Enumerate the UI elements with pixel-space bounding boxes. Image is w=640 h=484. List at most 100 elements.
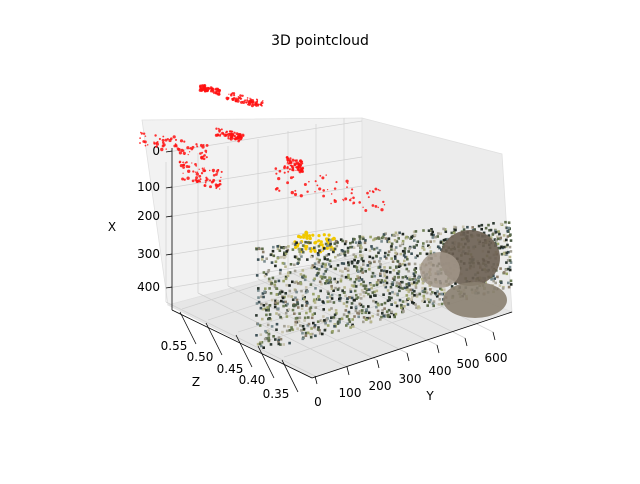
rgb-point [425, 252, 429, 256]
red-point [165, 148, 167, 150]
rgb-point [400, 303, 403, 307]
z-tick-mark [179, 311, 197, 345]
rgb-point [372, 299, 375, 303]
red-point [218, 134, 222, 137]
rgb-point [394, 312, 398, 316]
rgb-point [413, 289, 416, 293]
rgb-point [382, 233, 386, 236]
rgb-point [368, 249, 372, 253]
rgb-point [265, 308, 268, 312]
rgb-point [336, 253, 340, 257]
rgb-point [375, 246, 379, 250]
red-point [372, 190, 375, 194]
rgb-point [377, 303, 380, 307]
rgb-point [361, 271, 364, 274]
rgb-point [277, 339, 280, 343]
red-point [196, 171, 198, 174]
red-point [364, 209, 368, 212]
rgb-point [507, 285, 511, 289]
red-point [239, 94, 242, 97]
rgb-point [390, 310, 394, 314]
rgb-point [330, 297, 334, 300]
rgb-point [437, 303, 441, 306]
rgb-point [326, 258, 329, 261]
rgb-point [401, 242, 404, 245]
rgb-point [284, 252, 288, 255]
red-point [217, 92, 220, 95]
x-tick-mark [165, 186, 173, 189]
rgb-point [272, 254, 276, 258]
red-point [230, 93, 233, 96]
rgb-point [431, 230, 434, 234]
rgb-point [328, 276, 331, 279]
rgb-point [426, 304, 429, 307]
rgb-point [373, 237, 377, 241]
yellow-point [304, 247, 308, 251]
rgb-point [274, 280, 277, 283]
rgb-point [398, 231, 401, 235]
rgb-point [422, 248, 426, 251]
rgb-point [267, 279, 271, 283]
rgb-point [391, 283, 394, 286]
rgb-point [402, 254, 406, 257]
rgb-point [421, 289, 425, 293]
rgb-point [333, 277, 336, 281]
red-point [153, 142, 156, 145]
rgb-point [380, 303, 384, 306]
rgb-point [329, 248, 333, 251]
rgb-point [492, 274, 495, 277]
red-point [274, 187, 278, 191]
rgb-point [330, 287, 334, 291]
rgb-point [267, 309, 270, 312]
rgb-point [407, 290, 411, 294]
rgb-point [288, 271, 292, 274]
rgb-point [312, 321, 315, 325]
rgb-point [357, 315, 360, 319]
rgb-point [275, 328, 278, 331]
rgb-point [382, 314, 386, 318]
rgb-point [358, 235, 361, 238]
rgb-point [454, 282, 457, 285]
rgb-point [346, 269, 350, 272]
rgb-point [352, 299, 356, 302]
rgb-point [383, 272, 386, 275]
yellow-point [331, 237, 335, 241]
rgb-point [357, 270, 360, 273]
red-point [233, 94, 236, 97]
rgb-point [484, 281, 487, 284]
rgb-point [354, 255, 357, 259]
rgb-point [368, 255, 372, 259]
rgb-point [508, 259, 512, 262]
rgb-point [321, 332, 324, 336]
rgb-point [261, 247, 264, 251]
rgb-point [314, 306, 318, 309]
rgb-point [487, 223, 490, 227]
red-point [213, 91, 215, 93]
red-point [345, 179, 349, 183]
rgb-point [411, 292, 414, 295]
rgb-point [326, 296, 329, 299]
rgb-point [395, 284, 398, 288]
red-point [143, 140, 147, 144]
rgb-point [362, 263, 365, 266]
rgb-point [401, 287, 404, 290]
red-point [211, 168, 216, 173]
yellow-point [295, 244, 300, 248]
rgb-point [293, 255, 297, 258]
rgb-point [393, 315, 396, 319]
rgb-point [349, 326, 352, 329]
rgb-point [439, 241, 443, 244]
rgb-point [357, 260, 360, 263]
red-point [200, 172, 204, 175]
rgb-point [423, 290, 426, 294]
rgb-point [487, 234, 491, 237]
rgb-point [387, 313, 390, 317]
rgb-point [505, 238, 508, 242]
red-point [290, 190, 294, 195]
red-point [225, 133, 228, 136]
red-point [227, 137, 230, 140]
rgb-point [401, 300, 405, 303]
rgb-point [427, 244, 430, 247]
rgb-point [295, 255, 298, 259]
rgb-point [306, 301, 309, 305]
